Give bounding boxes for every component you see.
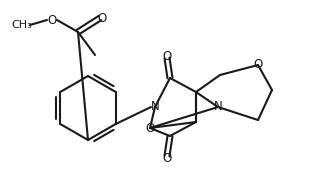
Text: O: O bbox=[97, 12, 107, 25]
Text: O: O bbox=[162, 152, 172, 164]
Text: O: O bbox=[162, 49, 172, 63]
Text: N: N bbox=[151, 101, 159, 113]
Text: O: O bbox=[145, 122, 155, 135]
Text: O: O bbox=[48, 14, 56, 26]
Text: O: O bbox=[253, 58, 263, 71]
Text: N: N bbox=[213, 101, 222, 113]
Text: CH₃: CH₃ bbox=[12, 20, 32, 30]
